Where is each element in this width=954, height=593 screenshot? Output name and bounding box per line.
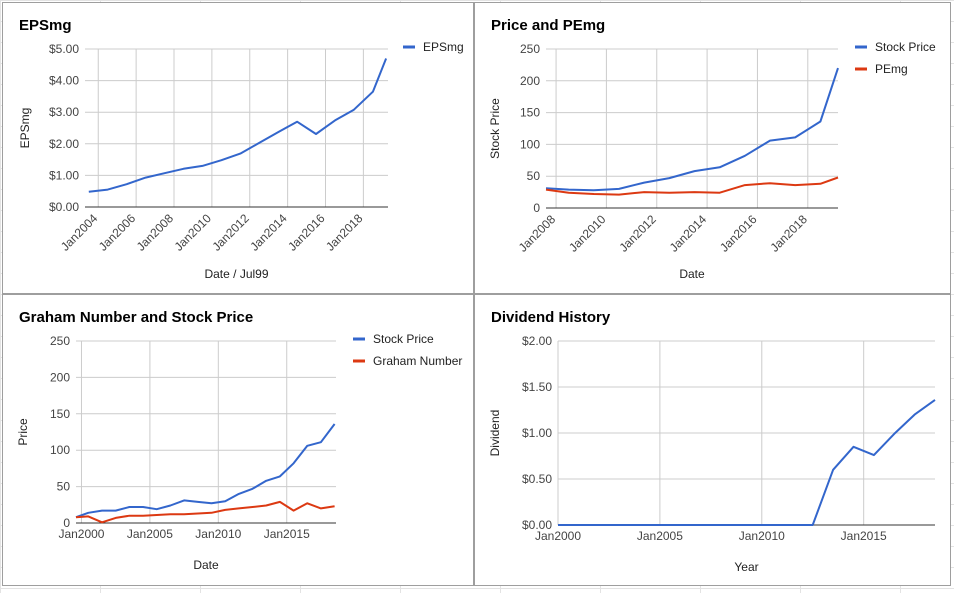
y-axis-title: Dividend xyxy=(488,410,502,457)
y-tick-label: 100 xyxy=(50,443,70,457)
chart-panel-price-and-pemg[interactable]: Price and PEmg 0 50 100 150 200 250 Jan2008 Jan2… xyxy=(474,2,951,294)
y-tick-label: 50 xyxy=(57,480,71,494)
x-tick-label: Jan2000 xyxy=(58,527,104,541)
x-tick-label: Jan2018 xyxy=(323,211,366,254)
x-tick-label: Jan2018 xyxy=(767,212,810,255)
y-tick-label: 150 xyxy=(50,407,70,421)
legend-label-stock-price: Stock Price xyxy=(875,40,936,54)
y-tick-label: 200 xyxy=(520,74,540,88)
x-tick-label: Jan2010 xyxy=(195,527,241,541)
x-tick-label: Jan2010 xyxy=(566,212,609,255)
series-line-epsmg xyxy=(88,58,388,193)
x-tick-label: Jan2005 xyxy=(127,527,173,541)
y-tick-label: 250 xyxy=(50,334,70,348)
x-tick-label: Jan2016 xyxy=(285,211,328,254)
legend-label-graham-number: Graham Number xyxy=(373,354,462,368)
y-tick-label: $1.00 xyxy=(49,168,79,182)
y-tick-label: 0 xyxy=(63,516,70,530)
y-tick-label: $2.00 xyxy=(522,334,552,348)
y-tick-label: 200 xyxy=(50,370,70,384)
y-tick-label: 100 xyxy=(520,137,540,151)
chart-title: Price and PEmg xyxy=(491,17,605,34)
x-tick-label: Jan2012 xyxy=(209,211,252,254)
chart-title: Graham Number and Stock Price xyxy=(19,309,253,326)
y-tick-label: 50 xyxy=(527,169,541,183)
x-tick-label: Jan2014 xyxy=(667,212,710,255)
y-tick-label: $4.00 xyxy=(49,74,79,88)
series-line-stock-price xyxy=(545,67,839,192)
x-tick-label: Jan2000 xyxy=(535,529,581,543)
x-tick-label: Jan2016 xyxy=(717,212,760,255)
y-tick-label: 0 xyxy=(533,201,540,215)
x-tick-label: Jan2014 xyxy=(247,211,290,254)
x-tick-label: Jan2015 xyxy=(841,529,887,543)
chart-panel-epsmg[interactable]: EPSmg $0.00 $1.00 $2.00 $3.00 $4.00 $5.00 Jan20… xyxy=(2,2,474,294)
y-tick-label: 250 xyxy=(520,42,540,56)
x-tick-label: Jan2008 xyxy=(134,211,177,254)
y-tick-label: $0.00 xyxy=(49,200,79,214)
x-axis-title: Date / Jul99 xyxy=(204,267,268,281)
x-axis-title: Date xyxy=(193,558,219,572)
y-tick-label: $5.00 xyxy=(49,42,79,56)
chart-svg-epsmg: EPSmg $0.00 $1.00 $2.00 $3.00 $4.00 $5.00 Jan20… xyxy=(18,17,464,281)
series-line-dividend xyxy=(558,399,936,526)
x-tick-label: Jan2006 xyxy=(96,211,139,254)
y-tick-label: 150 xyxy=(520,106,540,120)
x-tick-label: Jan2010 xyxy=(739,529,785,543)
chart-panel-dividend-history[interactable]: Dividend History $0.00 $0.50 $1.00 $1.50 $2.0… xyxy=(474,294,951,586)
y-axis-title: EPSmg xyxy=(18,108,32,149)
chart-title: EPSmg xyxy=(19,17,72,34)
y-tick-label: $1.50 xyxy=(522,380,552,394)
x-axis-title: Date xyxy=(679,267,705,281)
y-tick-label: $1.00 xyxy=(522,426,552,440)
legend-label-stock-price: Stock Price xyxy=(373,332,434,346)
y-tick-label: $0.50 xyxy=(522,472,552,486)
x-axis-title: Year xyxy=(734,560,758,574)
chart-svg-graham-number: Graham Number and Stock Price 0 50 100 150 20… xyxy=(16,309,462,572)
chart-panel-graham-number[interactable]: Graham Number and Stock Price 0 50 100 150 20… xyxy=(2,294,474,586)
x-tick-label: Jan2012 xyxy=(616,212,659,255)
x-tick-label: Jan2004 xyxy=(58,211,101,254)
y-axis-title: Price xyxy=(16,418,30,446)
series-line-graham-number xyxy=(75,500,335,524)
legend-label-pemg: PEmg xyxy=(875,62,908,76)
series-line-stock-price xyxy=(75,423,336,519)
y-axis-title: Stock Price xyxy=(488,98,502,159)
x-tick-label: Jan2010 xyxy=(172,211,215,254)
chart-svg-dividend-history: Dividend History $0.00 $0.50 $1.00 $1.50 $2.0… xyxy=(488,309,936,574)
legend-label-epsmg: EPSmg xyxy=(423,40,464,54)
x-tick-label: Jan2005 xyxy=(637,529,683,543)
y-tick-label: $0.00 xyxy=(522,518,552,532)
series-line-pemg xyxy=(545,176,839,196)
x-tick-label: Jan2015 xyxy=(264,527,310,541)
x-tick-label: Jan2008 xyxy=(516,212,559,255)
chart-title: Dividend History xyxy=(491,309,611,326)
y-tick-label: $3.00 xyxy=(49,105,79,119)
y-tick-label: $2.00 xyxy=(49,137,79,151)
